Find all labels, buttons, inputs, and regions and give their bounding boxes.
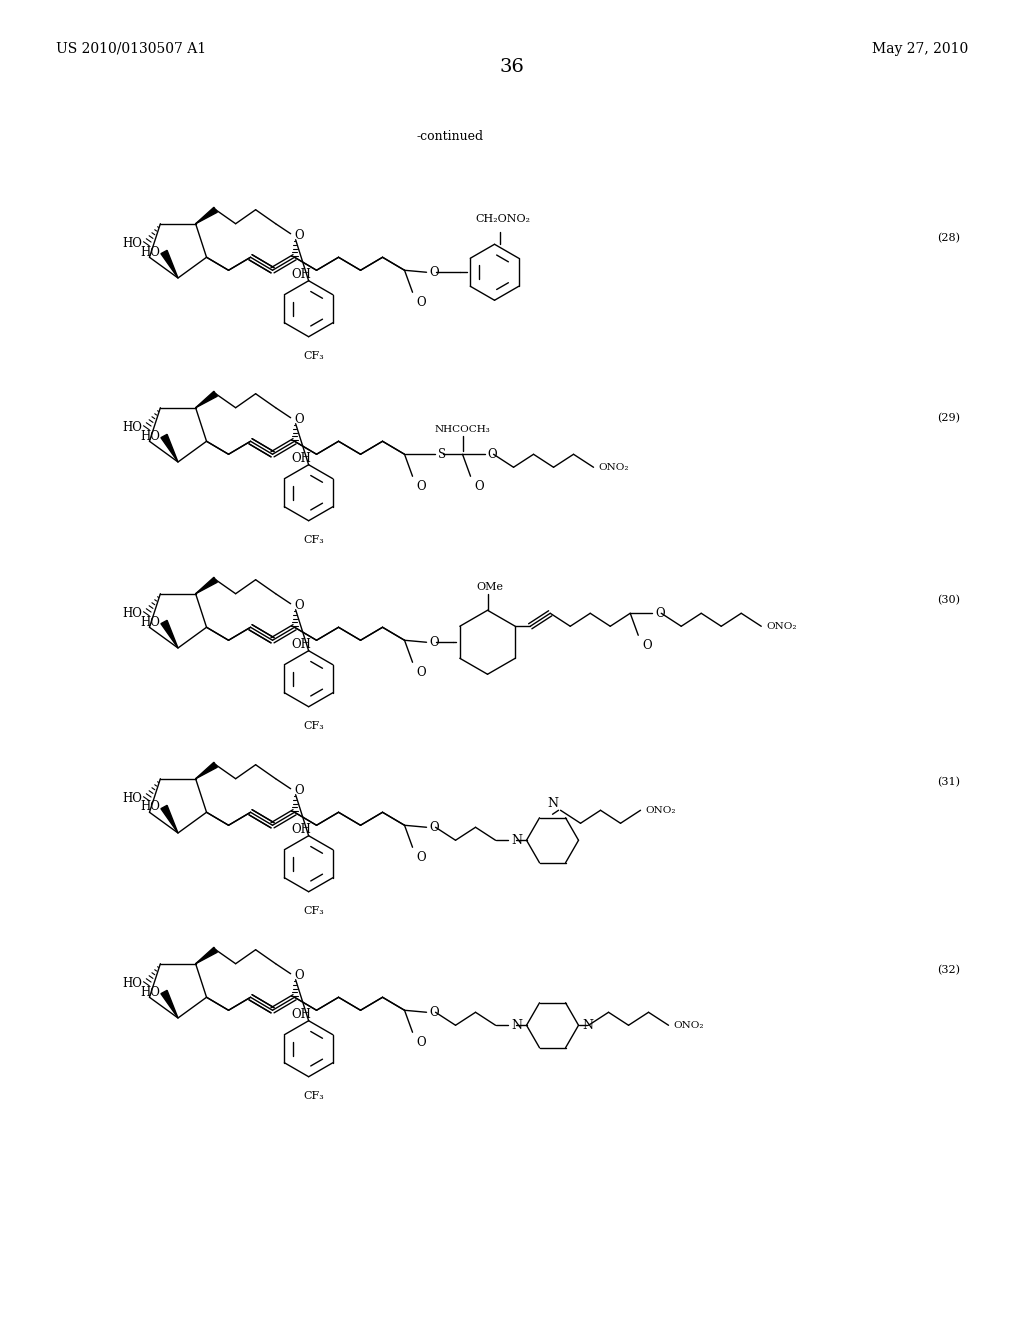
Text: (31): (31) bbox=[937, 777, 961, 787]
Text: O: O bbox=[295, 599, 304, 612]
Text: O: O bbox=[474, 480, 484, 494]
Text: O: O bbox=[429, 1006, 439, 1019]
Text: O: O bbox=[417, 667, 426, 680]
Text: O: O bbox=[295, 413, 304, 426]
Text: HO: HO bbox=[123, 977, 142, 990]
Text: HO: HO bbox=[123, 792, 142, 805]
Text: CF₃: CF₃ bbox=[303, 351, 324, 360]
Polygon shape bbox=[161, 251, 178, 279]
Text: HO: HO bbox=[140, 986, 160, 998]
Text: HO: HO bbox=[123, 238, 142, 251]
Text: OH: OH bbox=[292, 638, 311, 651]
Polygon shape bbox=[161, 990, 178, 1018]
Text: 36: 36 bbox=[500, 58, 524, 77]
Text: OMe: OMe bbox=[476, 582, 503, 593]
Text: O: O bbox=[429, 636, 439, 648]
Text: ONO₂: ONO₂ bbox=[645, 805, 676, 814]
Text: O: O bbox=[295, 230, 304, 243]
Text: (28): (28) bbox=[937, 232, 961, 243]
Text: -continued: -continued bbox=[417, 129, 483, 143]
Text: O: O bbox=[417, 296, 426, 309]
Text: CF₃: CF₃ bbox=[303, 721, 324, 731]
Text: HO: HO bbox=[123, 421, 142, 434]
Text: HO: HO bbox=[140, 615, 160, 628]
Text: N: N bbox=[583, 1019, 594, 1032]
Text: CF₃: CF₃ bbox=[303, 535, 324, 545]
Polygon shape bbox=[161, 805, 178, 833]
Text: O: O bbox=[429, 821, 439, 834]
Text: CF₃: CF₃ bbox=[303, 906, 324, 916]
Text: O: O bbox=[295, 969, 304, 982]
Text: O: O bbox=[417, 851, 426, 865]
Polygon shape bbox=[196, 948, 217, 964]
Text: CF₃: CF₃ bbox=[303, 1090, 324, 1101]
Text: O: O bbox=[487, 447, 498, 461]
Text: N: N bbox=[512, 1019, 522, 1032]
Polygon shape bbox=[196, 577, 217, 594]
Text: US 2010/0130507 A1: US 2010/0130507 A1 bbox=[56, 42, 206, 55]
Text: O: O bbox=[417, 1036, 426, 1049]
Text: (32): (32) bbox=[937, 965, 961, 975]
Text: NHCOCH₃: NHCOCH₃ bbox=[434, 425, 490, 434]
Text: May 27, 2010: May 27, 2010 bbox=[871, 42, 968, 55]
Text: OH: OH bbox=[292, 822, 311, 836]
Text: O: O bbox=[642, 639, 652, 652]
Text: OH: OH bbox=[292, 1007, 311, 1020]
Text: ONO₂: ONO₂ bbox=[674, 1020, 705, 1030]
Text: (29): (29) bbox=[937, 413, 961, 424]
Text: N: N bbox=[547, 797, 558, 810]
Text: N: N bbox=[512, 834, 522, 846]
Polygon shape bbox=[196, 391, 217, 408]
Text: ONO₂: ONO₂ bbox=[599, 463, 629, 471]
Text: O: O bbox=[295, 784, 304, 797]
Text: ONO₂: ONO₂ bbox=[766, 622, 797, 631]
Text: O: O bbox=[429, 265, 439, 279]
Text: HO: HO bbox=[123, 607, 142, 620]
Polygon shape bbox=[161, 434, 178, 462]
Text: HO: HO bbox=[140, 246, 160, 259]
Text: CH₂ONO₂: CH₂ONO₂ bbox=[475, 214, 530, 224]
Text: HO: HO bbox=[140, 800, 160, 813]
Text: HO: HO bbox=[140, 429, 160, 442]
Text: S: S bbox=[437, 447, 445, 461]
Text: (30): (30) bbox=[937, 595, 961, 605]
Polygon shape bbox=[196, 762, 217, 779]
Text: OH: OH bbox=[292, 268, 311, 281]
Polygon shape bbox=[161, 620, 178, 648]
Text: O: O bbox=[417, 480, 426, 494]
Text: O: O bbox=[655, 607, 665, 620]
Polygon shape bbox=[196, 207, 217, 223]
Text: OH: OH bbox=[292, 451, 311, 465]
